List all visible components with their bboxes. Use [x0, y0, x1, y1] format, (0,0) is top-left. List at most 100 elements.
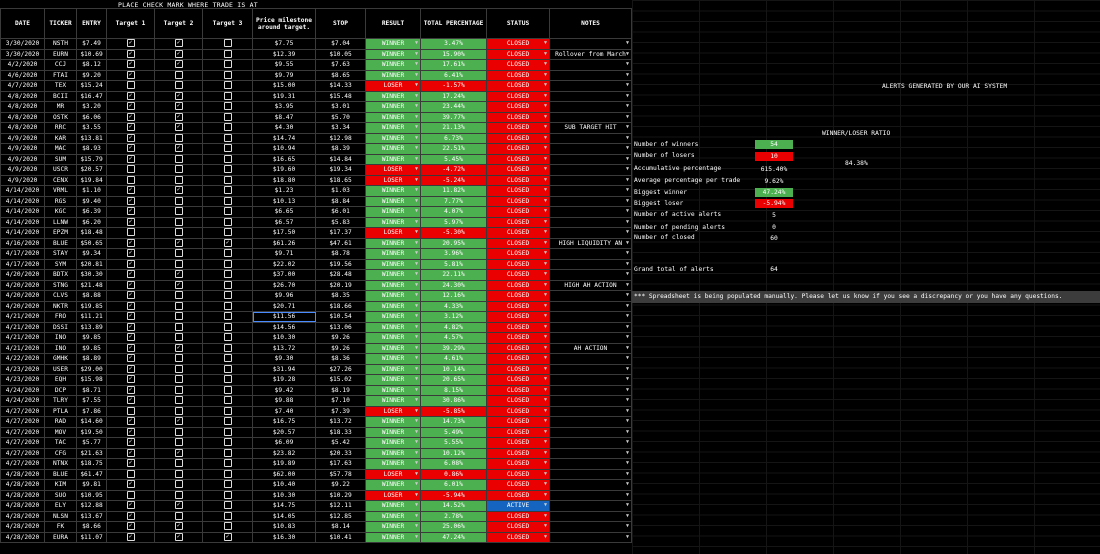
unchecked-checkbox-icon[interactable] [223, 312, 232, 320]
cell-price-milestone[interactable]: $3.95 [252, 101, 316, 113]
cell-entry[interactable]: $9.20 [76, 69, 107, 81]
dropdown-arrow-icon[interactable]: ▼ [414, 481, 418, 487]
dropdown-arrow-icon[interactable]: ▼ [625, 502, 629, 508]
cell-result[interactable]: WINNER ▼ [365, 101, 421, 113]
dropdown-arrow-icon[interactable]: ▼ [414, 71, 418, 78]
cell-price-milestone[interactable]: $14.75 [252, 500, 316, 512]
dropdown-arrow-icon[interactable]: ▼ [543, 407, 547, 414]
unchecked-checkbox-icon[interactable] [223, 196, 232, 205]
cell-stop[interactable]: $8.36 [315, 353, 366, 365]
cell-target-2[interactable]: ✓ [154, 59, 203, 71]
cell-target-2[interactable] [154, 311, 203, 323]
dropdown-arrow-icon[interactable]: ▼ [543, 218, 547, 225]
checked-checkbox-icon[interactable]: ✓ [174, 501, 183, 509]
cell-target-2[interactable] [154, 510, 203, 522]
cell-ticker[interactable]: USCR [44, 164, 77, 176]
cell-target-3[interactable] [202, 374, 253, 386]
cell-entry[interactable]: $15.79 [76, 153, 107, 165]
unchecked-checkbox-icon[interactable] [174, 259, 183, 268]
cell-target-2[interactable]: ✓ [154, 38, 203, 50]
cell-notes[interactable]: ▼ [549, 510, 632, 522]
cell-notes[interactable]: ▼ [549, 384, 632, 396]
cell-price-milestone[interactable]: $14.56 [252, 321, 316, 333]
cell-price-milestone[interactable]: $10.13 [252, 195, 316, 207]
cell-ticker[interactable]: CLVS [44, 290, 77, 302]
dropdown-arrow-icon[interactable]: ▼ [414, 82, 418, 88]
cell-entry[interactable]: $19.85 [76, 300, 107, 312]
unchecked-checkbox-icon[interactable] [126, 406, 135, 415]
cell-entry[interactable]: $3.55 [76, 122, 107, 134]
cell-price-milestone[interactable]: $6.09 [252, 437, 316, 449]
dropdown-arrow-icon[interactable]: ▼ [625, 397, 629, 403]
cell-stop[interactable]: $27.26 [315, 363, 366, 375]
cell-target-1[interactable] [106, 489, 155, 501]
cell-target-1[interactable]: ✓ [106, 521, 155, 533]
cell-status[interactable]: CLOSED ▼ [486, 426, 550, 438]
cell-stop[interactable]: $19.34 [315, 164, 366, 176]
cell-target-1[interactable] [106, 174, 155, 186]
cell-status[interactable]: CLOSED ▼ [486, 248, 550, 260]
unchecked-checkbox-icon[interactable] [223, 217, 232, 226]
cell-total-percentage[interactable]: 4.07% [420, 206, 487, 218]
cell-date[interactable]: 4/9/2020 [0, 143, 45, 155]
cell-status[interactable]: CLOSED ▼ [486, 164, 550, 176]
cell-notes[interactable]: ▼ [549, 90, 632, 102]
cell-target-1[interactable]: ✓ [106, 342, 155, 354]
cell-entry[interactable]: $9.85 [76, 342, 107, 354]
cell-date[interactable]: 4/8/2020 [0, 111, 45, 123]
dropdown-arrow-icon[interactable]: ▼ [543, 386, 547, 393]
cell-target-3[interactable] [202, 300, 253, 312]
unchecked-checkbox-icon[interactable] [223, 228, 232, 236]
cell-target-1[interactable]: ✓ [106, 353, 155, 365]
header-status[interactable]: STATUS [486, 8, 550, 39]
cell-stop[interactable]: $12.85 [315, 510, 366, 522]
cell-price-milestone[interactable]: $9.71 [252, 248, 316, 260]
cell-stop[interactable]: $7.63 [315, 59, 366, 71]
cell-target-1[interactable]: ✓ [106, 101, 155, 113]
cell-stop[interactable]: $17.37 [315, 227, 366, 239]
cell-result[interactable]: WINNER ▼ [365, 353, 421, 365]
cell-price-milestone[interactable]: $22.02 [252, 258, 316, 270]
dropdown-arrow-icon[interactable]: ▼ [414, 281, 418, 288]
cell-stop[interactable]: $17.63 [315, 458, 366, 470]
cell-price-milestone[interactable]: $62.00 [252, 468, 316, 480]
unchecked-checkbox-icon[interactable] [174, 196, 183, 205]
manual-population-note[interactable]: *** Spreadsheet is being populated manua… [632, 291, 1100, 303]
cell-price-milestone[interactable]: $9.88 [252, 395, 316, 407]
unchecked-checkbox-icon[interactable] [223, 417, 232, 425]
dropdown-arrow-icon[interactable]: ▼ [414, 344, 418, 351]
cell-ticker[interactable]: GMHK [44, 353, 77, 365]
cell-entry[interactable]: $16.47 [76, 90, 107, 102]
cell-result[interactable]: LOSER ▼ [365, 489, 421, 501]
cell-result[interactable]: WINNER ▼ [365, 426, 421, 438]
cell-target-1[interactable]: ✓ [106, 269, 155, 281]
unchecked-checkbox-icon[interactable] [223, 333, 232, 341]
cell-stop[interactable]: $8.39 [315, 143, 366, 155]
checked-checkbox-icon[interactable]: ✓ [126, 123, 135, 131]
dropdown-arrow-icon[interactable]: ▼ [543, 355, 547, 361]
header-target-3[interactable]: Target 3 [202, 8, 253, 39]
cell-target-3[interactable] [202, 48, 253, 60]
cell-price-milestone[interactable]: $9.30 [252, 353, 316, 365]
cell-entry[interactable]: $50.65 [76, 237, 107, 249]
cell-target-3[interactable] [202, 437, 253, 449]
cell-ticker[interactable]: CCJ [44, 59, 77, 71]
checked-checkbox-icon[interactable]: ✓ [174, 417, 183, 425]
dropdown-arrow-icon[interactable]: ▼ [543, 166, 547, 172]
dropdown-arrow-icon[interactable]: ▼ [414, 229, 418, 235]
cell-status[interactable]: CLOSED ▼ [486, 342, 550, 354]
checked-checkbox-icon[interactable]: ✓ [126, 480, 135, 488]
cell-price-milestone[interactable]: $20.71 [252, 300, 316, 312]
cell-ticker[interactable]: BLUE [44, 468, 77, 480]
dropdown-arrow-icon[interactable]: ▼ [625, 439, 629, 445]
cell-notes[interactable]: Rollover from March ▼ [549, 48, 632, 60]
dropdown-arrow-icon[interactable]: ▼ [625, 103, 629, 109]
cell-status[interactable]: CLOSED ▼ [486, 395, 550, 407]
checked-checkbox-icon[interactable]: ✓ [126, 522, 135, 530]
cell-target-1[interactable]: ✓ [106, 479, 155, 491]
cell-price-milestone[interactable]: $19.89 [252, 458, 316, 470]
dropdown-arrow-icon[interactable]: ▼ [543, 124, 547, 130]
cell-result[interactable]: WINNER ▼ [365, 374, 421, 386]
dropdown-arrow-icon[interactable]: ▼ [625, 533, 629, 540]
cell-notes[interactable]: ▼ [549, 185, 632, 197]
